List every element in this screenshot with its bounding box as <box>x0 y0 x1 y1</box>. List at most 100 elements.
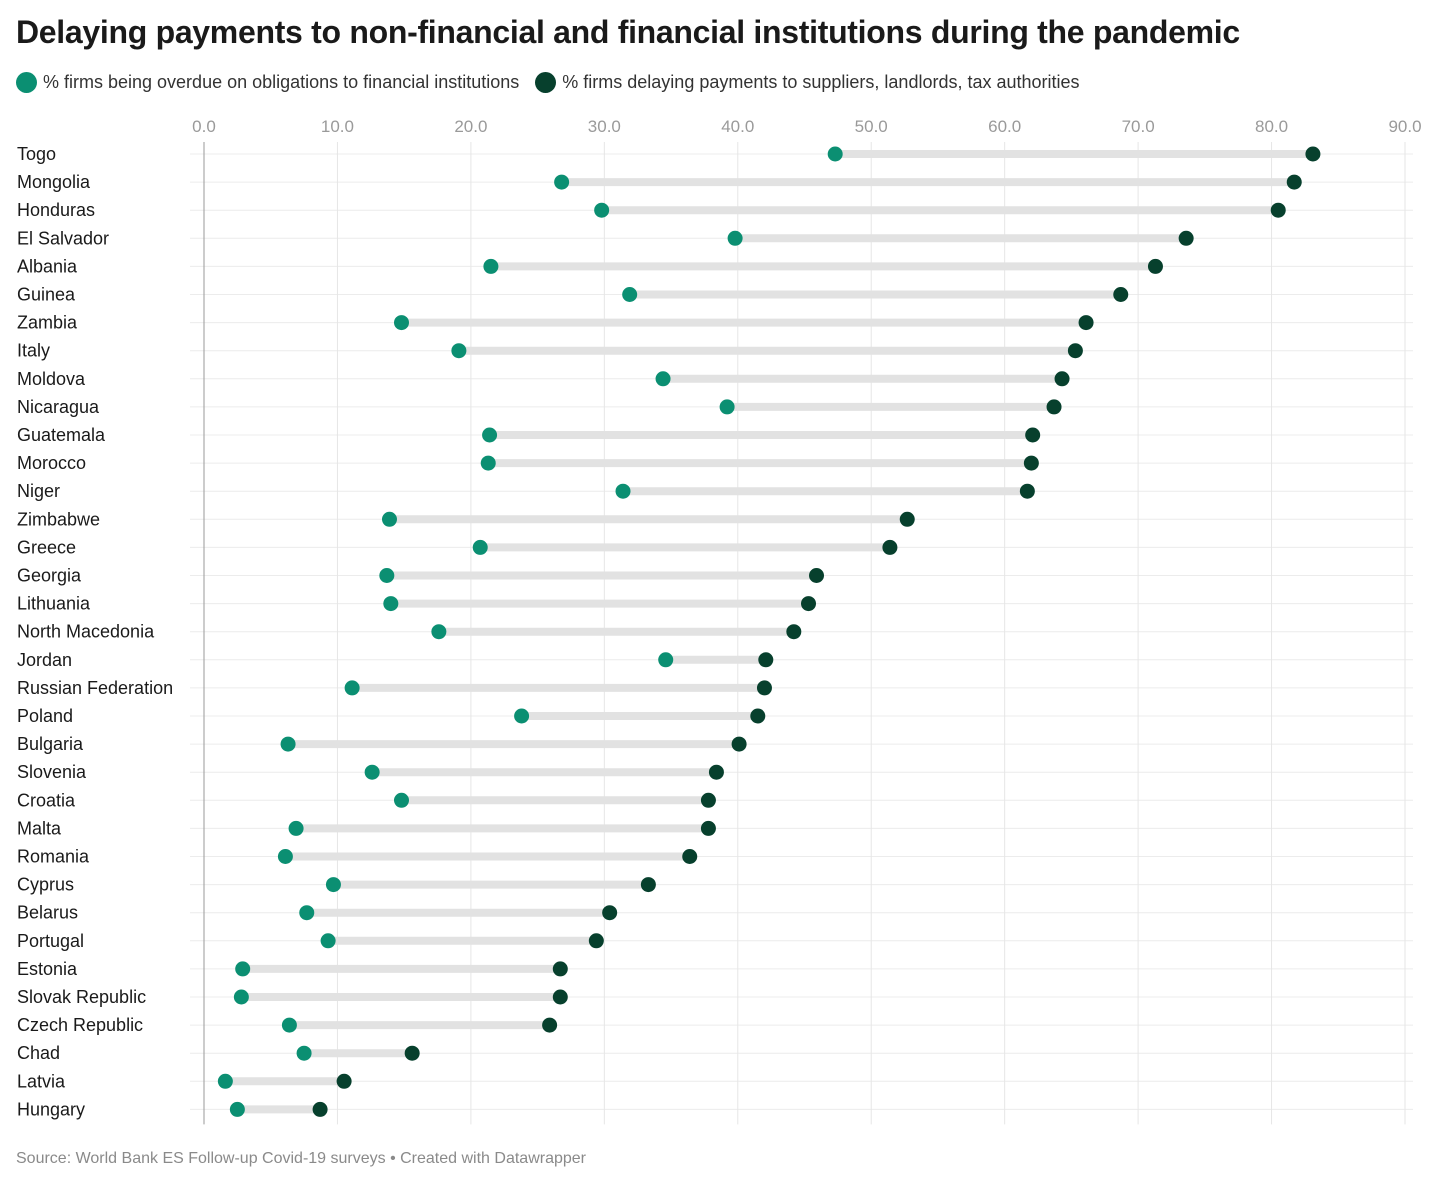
country-label: Niger <box>17 481 60 501</box>
legend-dot-financial <box>16 72 37 93</box>
financial-dot <box>344 680 360 696</box>
suppliers-dot <box>700 792 716 808</box>
financial-dot <box>235 961 251 977</box>
suppliers-dot <box>1054 371 1070 387</box>
country-label: Bulgaria <box>17 734 84 754</box>
financial-dot <box>281 1017 297 1033</box>
suppliers-dot <box>404 1045 420 1061</box>
suppliers-dot <box>801 596 817 612</box>
country-label: Guinea <box>17 285 76 305</box>
x-tick-label: 90.0 <box>1388 117 1421 136</box>
country-label: Estonia <box>17 959 78 979</box>
financial-dot <box>277 849 293 864</box>
country-label: El Salvador <box>17 228 109 248</box>
suppliers-dot <box>1067 343 1083 359</box>
dumbbell-chart: 0.0 10.0 20.0 30.0 40.0 50.0 60.0 70.0 80.0 90.0 T… <box>17 117 1422 1125</box>
suppliers-dot <box>552 989 568 1005</box>
financial-dot <box>325 877 341 893</box>
suppliers-dot <box>602 905 618 921</box>
country-label: Italy <box>17 341 50 361</box>
financial-dot <box>299 905 315 921</box>
suppliers-dot <box>786 624 802 640</box>
legend-label-financial: % firms being overdue on obligations to … <box>43 72 520 92</box>
suppliers-dot <box>750 708 766 724</box>
suppliers-dot <box>1178 230 1194 246</box>
country-label: Croatia <box>17 790 76 810</box>
suppliers-dot <box>882 539 898 555</box>
suppliers-dot <box>700 820 716 836</box>
country-label: Malta <box>17 818 62 838</box>
suppliers-dot <box>899 511 915 527</box>
financial-dot <box>229 1101 245 1117</box>
country-label: Greece <box>17 537 76 557</box>
country-label: Nicaragua <box>17 397 100 417</box>
financial-dot <box>451 343 467 359</box>
legend-label-suppliers: % firms delaying payments to suppliers, … <box>562 72 1080 92</box>
country-label: North Macedonia <box>17 622 155 642</box>
financial-dot <box>483 258 499 274</box>
financial-dot <box>658 652 674 668</box>
x-tick-label: 0.0 <box>192 117 216 136</box>
financial-dot <box>480 455 496 471</box>
suppliers-dot <box>1305 146 1321 162</box>
country-label: Czech Republic <box>17 1015 143 1035</box>
suppliers-dot <box>758 652 774 668</box>
financial-dot <box>383 596 399 612</box>
financial-dot <box>296 1045 312 1061</box>
suppliers-dot <box>1113 287 1129 302</box>
financial-dot <box>379 568 395 583</box>
suppliers-dot <box>588 933 604 949</box>
country-label: Romania <box>17 847 90 867</box>
financial-dot <box>622 287 638 302</box>
suppliers-dot <box>312 1101 328 1117</box>
country-label: Russian Federation <box>17 678 173 698</box>
suppliers-dot <box>336 1073 352 1089</box>
country-label: Hungary <box>17 1099 85 1119</box>
source-footer: Source: World Bank ES Follow-up Covid-19… <box>16 1150 586 1167</box>
x-tick-label: 70.0 <box>1122 117 1155 136</box>
financial-dot <box>217 1073 233 1089</box>
suppliers-dot <box>1046 399 1062 415</box>
country-label: Chad <box>17 1043 60 1063</box>
suppliers-dot <box>1270 202 1286 218</box>
legend-dot-suppliers <box>535 72 557 93</box>
financial-dot <box>280 736 296 752</box>
legend: % firms being overdue on obligations to … <box>16 72 1096 93</box>
financial-dot <box>514 708 530 724</box>
financial-dot <box>615 483 631 499</box>
financial-dot <box>719 399 735 415</box>
suppliers-dot <box>1147 258 1163 274</box>
financial-dot <box>472 539 488 555</box>
country-label: Morocco <box>17 453 86 473</box>
suppliers-dot <box>542 1017 558 1033</box>
country-label: Guatemala <box>17 425 106 445</box>
country-label: Portugal <box>17 931 84 951</box>
financial-dot <box>655 371 671 387</box>
suppliers-dot <box>1286 174 1302 190</box>
country-label: Zambia <box>17 313 78 333</box>
x-tick-label: 30.0 <box>588 117 621 136</box>
suppliers-dot <box>1023 455 1039 471</box>
chart-title: Delaying payments to non-financial and f… <box>16 14 1240 50</box>
suppliers-dot <box>1078 315 1094 331</box>
suppliers-dot <box>640 877 656 893</box>
financial-dot <box>431 624 447 640</box>
suppliers-dot <box>1019 483 1035 499</box>
country-label: Albania <box>17 256 78 276</box>
financial-dot <box>364 764 380 780</box>
financial-dot <box>233 989 249 1005</box>
x-tick-label: 20.0 <box>454 117 487 136</box>
financial-dot <box>827 146 843 162</box>
financial-dot <box>393 792 409 808</box>
country-label: Georgia <box>17 566 82 586</box>
legend-item-suppliers: % firms delaying payments to suppliers, … <box>535 72 1080 93</box>
suppliers-dot <box>1025 427 1041 443</box>
x-tick-label: 80.0 <box>1255 117 1288 136</box>
suppliers-dot <box>731 736 747 752</box>
country-label: Cyprus <box>17 875 74 895</box>
x-tick-label: 10.0 <box>321 117 354 136</box>
financial-dot <box>381 511 397 527</box>
country-label: Honduras <box>17 200 95 220</box>
suppliers-dot <box>756 680 772 696</box>
country-label: Slovenia <box>17 762 87 782</box>
